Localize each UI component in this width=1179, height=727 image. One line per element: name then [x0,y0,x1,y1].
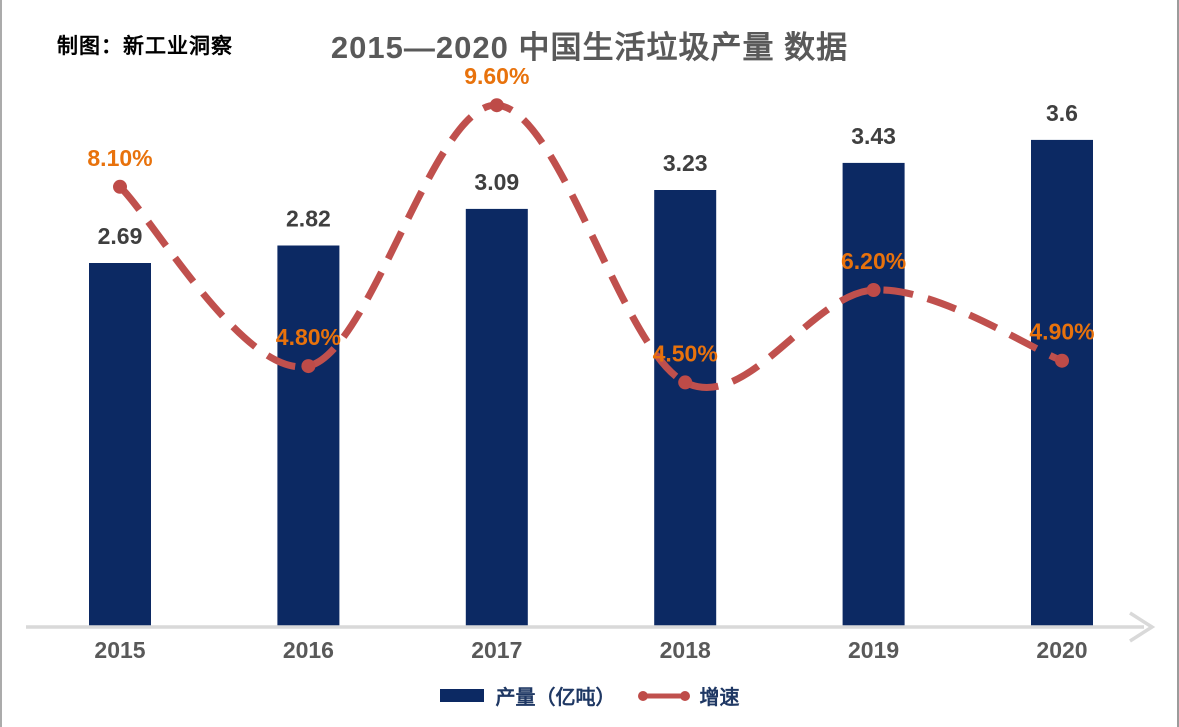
bar-value-label: 3.23 [663,150,708,176]
growth-value-label: 6.20% [841,248,906,274]
x-axis-label: 2019 [848,637,899,663]
growth-value-label: 4.50% [653,340,718,366]
bar-2018 [654,190,717,627]
legend-bar-swatch [439,689,484,702]
growth-point-2020 [1055,353,1069,368]
growth-point-2019 [866,283,881,297]
x-axis-label: 2015 [94,637,145,663]
growth-value-label: 8.10% [87,145,152,171]
legend: 产量（亿吨） 增速 [2,681,1177,710]
growth-point-2017 [489,98,504,113]
bar-value-label: 2.82 [286,206,331,232]
bar-2015 [89,263,151,627]
bar-2020 [1031,139,1093,627]
x-axis-arrow-icon [1129,611,1156,643]
bar-value-label: 3.6 [1046,100,1078,126]
bar-2017 [465,208,528,627]
legend-bar-label: 产量（亿吨） [495,687,616,709]
bar-2016 [277,245,340,627]
bar-value-label: 2.69 [98,223,143,249]
growth-value-label: 4.80% [276,324,341,350]
credit-label: 制图：新工业洞察 [57,35,233,58]
growth-value-label: 9.60% [464,63,529,89]
growth-point-2018 [678,375,693,390]
bar-value-label: 3.43 [851,123,896,149]
bar-value-label: 3.09 [474,169,519,195]
x-axis-label: 2016 [283,637,334,663]
legend-line-swatch-icon [637,690,690,701]
x-axis-label: 2018 [660,637,711,663]
growth-line [117,101,1064,391]
x-axis-label: 2020 [1036,637,1087,663]
x-axis-label: 2017 [471,637,522,663]
growth-value-label: 4.90% [1029,319,1094,345]
growth-point-2015 [113,179,127,194]
bar-2019 [842,162,905,627]
growth-point-2016 [301,359,316,374]
legend-line-label: 增速 [699,687,740,709]
chart-title: 2015—2020 中国生活垃圾产量 数据 [330,30,849,65]
